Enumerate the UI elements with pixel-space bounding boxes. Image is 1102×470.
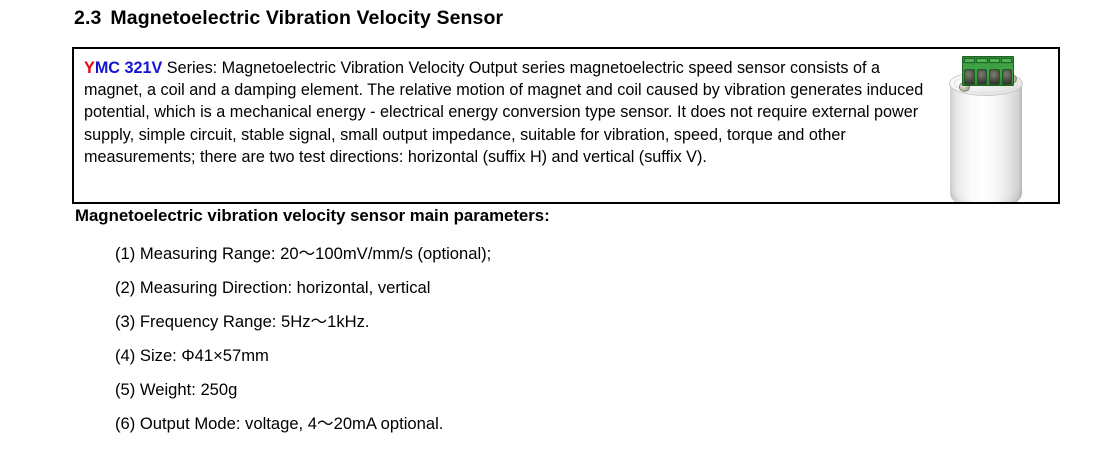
product-intro-paragraph: YMC 321V Series: Magnetoelectric Vibrati… bbox=[84, 57, 942, 168]
list-item: (6) Output Mode: voltage, 4～20mA optiona… bbox=[115, 414, 444, 433]
product-description-body: series magnetoelectric speed sensor cons… bbox=[84, 59, 924, 166]
terminal-slot-row bbox=[963, 57, 1013, 64]
green-terminal-block bbox=[962, 56, 1014, 86]
terminal-slot bbox=[988, 58, 1000, 63]
list-item: (1) Measuring Range: 20～100mV/mm/s (opti… bbox=[115, 244, 492, 263]
page-title: 2.3 Magnetoelectric Vibration Velocity Se… bbox=[74, 6, 503, 30]
parameters-heading: Magnetoelectric vibration velocity senso… bbox=[75, 206, 550, 225]
product-photo-stage bbox=[938, 51, 1054, 202]
product-photo bbox=[938, 51, 1054, 202]
section-title-text: Magnetoelectric Vibration Velocity Senso… bbox=[110, 7, 504, 29]
terminal-screw bbox=[989, 69, 1000, 85]
section-number: 2.3 bbox=[74, 7, 102, 29]
list-item: (5) Weight: 250g bbox=[115, 380, 238, 399]
brand-name-initial: Y bbox=[84, 59, 95, 77]
product-intro-box: YMC 321V Series: Magnetoelectric Vibrati… bbox=[72, 47, 1060, 204]
product-headline-rest: Series: Magnetoelectric Vibration Veloci… bbox=[162, 59, 518, 77]
terminal-slot bbox=[976, 58, 988, 63]
terminal-slot bbox=[964, 58, 976, 63]
brand-model-name: MC 321V bbox=[94, 59, 163, 77]
terminal-screw bbox=[1001, 69, 1012, 85]
parameters-list: (1) Measuring Range: 20～100mV/mm/s (opti… bbox=[115, 244, 491, 448]
terminal-screw bbox=[976, 69, 987, 85]
list-item: (3) Frequency Range: 5Hz～1kHz. bbox=[115, 312, 370, 331]
terminal-screw bbox=[964, 69, 975, 85]
list-item: (2) Measuring Direction: horizontal, ver… bbox=[115, 278, 431, 297]
list-item: (4) Size: Φ41×57mm bbox=[115, 346, 269, 365]
terminal-screw-row bbox=[964, 69, 1012, 85]
terminal-slot bbox=[1000, 58, 1012, 63]
sensor-cylinder-body bbox=[950, 81, 1022, 202]
